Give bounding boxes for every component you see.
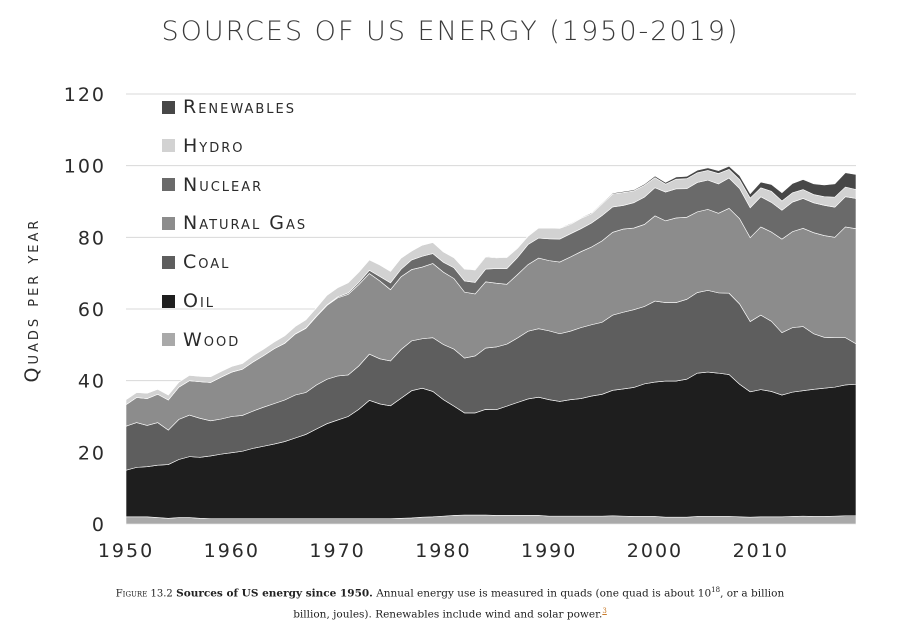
legend-item-natural-gas: Natural Gas (162, 211, 307, 235)
figure-text-after: , or a billion billion, joules). Renewab… (293, 587, 785, 621)
legend-item-renewables: Renewables (162, 95, 296, 119)
x-tick-label: 1950 (98, 540, 154, 562)
y-tick-label: 100 (64, 156, 106, 178)
x-tick-label: 1990 (521, 540, 577, 562)
legend-swatch (162, 216, 175, 230)
x-tick-label: 1970 (309, 540, 365, 562)
y-tick-label: 60 (78, 299, 106, 321)
legend-item-hydro: Hydro (162, 134, 245, 158)
legend-label: Hydro (183, 134, 245, 157)
legend-label: Nuclear (183, 173, 264, 196)
x-tick-label: 2000 (627, 540, 683, 562)
x-tick-label: 1980 (415, 540, 471, 562)
y-tick-label: 20 (78, 442, 106, 464)
legend-swatch (162, 333, 175, 347)
area-renewables (125, 165, 857, 400)
y-tick-label: 0 (92, 514, 106, 536)
figure-bold-title: Sources of US energy since 1950. (176, 587, 373, 600)
y-tick-label: 80 (78, 227, 106, 249)
chart-title: SOURCES OF US ENERGY (1950-2019) (161, 16, 740, 47)
legend-item-nuclear: Nuclear (162, 173, 263, 197)
legend-label: Natural Gas (183, 212, 308, 235)
y-axis-label: Quads per year (21, 217, 43, 383)
footnote-link[interactable]: 3 (602, 606, 607, 615)
legend-swatch (162, 139, 175, 153)
figure-caption: Figure 13.2 Sources of US energy since 1… (100, 582, 800, 623)
legend-label: Coal (183, 251, 231, 274)
y-tick-label: 40 (78, 371, 106, 393)
x-tick-label: 2010 (733, 540, 789, 562)
legend-item-coal: Coal (162, 250, 230, 274)
legend-swatch (162, 255, 175, 269)
legend-label: Oil (183, 290, 216, 312)
y-tick-label: 120 (64, 84, 106, 106)
legend-swatch (162, 100, 175, 114)
figure-text: Annual energy use is measured in quads (… (376, 587, 712, 600)
legend-label: Wood (183, 328, 241, 351)
legend-item-wood: Wood (162, 328, 240, 352)
figure-superscript: 18 (711, 586, 721, 594)
figure-label: Figure 13.2 (115, 588, 173, 600)
legend-swatch (162, 294, 175, 308)
x-tick-label: 1960 (204, 540, 260, 562)
legend-swatch (162, 178, 175, 192)
chart-area: 0 20 40 60 80 100 120 1950 1960 1970 1980 1990 2000… (64, 84, 857, 562)
legend-label: Renewables (183, 96, 297, 118)
legend-item-oil: Oil (162, 289, 215, 313)
